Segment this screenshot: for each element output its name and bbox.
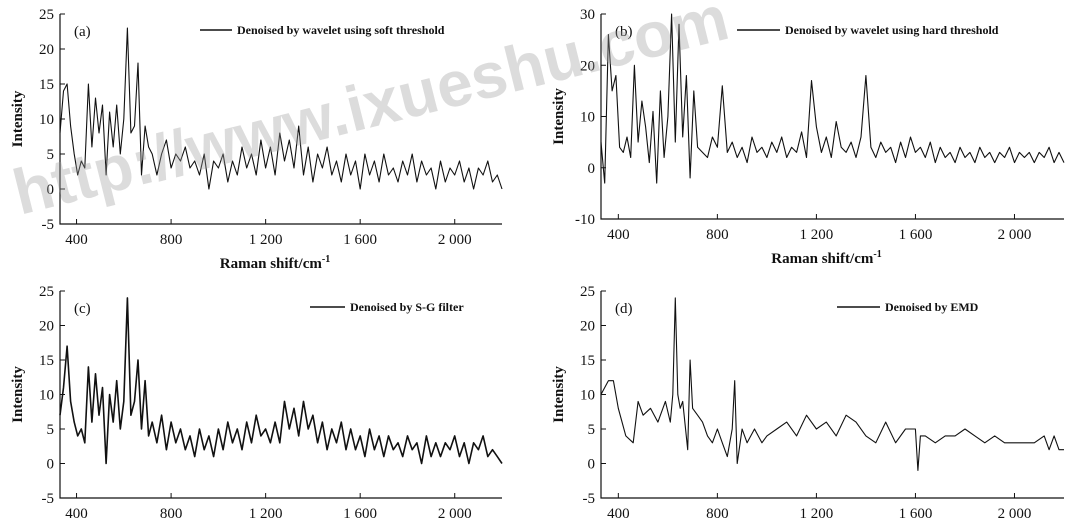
y-tick-label: 0 (588, 161, 596, 177)
x-tick-label: 2 000 (998, 227, 1032, 243)
series-line (600, 297, 1064, 471)
x-tick-label: 2 000 (998, 506, 1032, 522)
y-tick-label: 15 (39, 353, 54, 369)
chart-panel-1: -5 0 5 10 15 20 25 400 800 1 200 1 600 2 000 (a) Deno… (10, 7, 503, 272)
panel-label: (a) (74, 24, 91, 40)
x-tick-label: 1 600 (343, 232, 377, 248)
x-axis-label-sup: -1 (322, 254, 330, 265)
x-axis-label-text: Raman shift/cm (220, 256, 323, 272)
panel-label: (c) (74, 301, 91, 317)
x-tick-label: 800 (706, 506, 729, 522)
series-line (59, 297, 503, 465)
panel-label: (b) (615, 24, 633, 40)
y-tick-label: 15 (580, 353, 595, 369)
y-tick-label: 15 (39, 77, 54, 93)
y-tick-label: 25 (580, 284, 595, 300)
legend-label: Denoised by wavelet using hard threshold (785, 23, 999, 37)
x-axis-label-text: Raman shift/cm (771, 251, 874, 267)
x-tick-label: 1 600 (343, 506, 377, 522)
y-tick-label: -5 (42, 491, 55, 507)
series-line (600, 13, 1065, 184)
x-axis-label: Raman shift/cm-1 (220, 254, 330, 272)
y-tick-label: 0 (588, 457, 596, 473)
x-tick-label: 400 (65, 232, 88, 248)
x-tick-label: 400 (65, 506, 88, 522)
x-tick-label: 800 (160, 506, 183, 522)
y-tick-label: -5 (42, 217, 55, 233)
y-tick-label: 10 (39, 388, 54, 404)
y-tick-label: 20 (39, 42, 54, 58)
x-tick-label: 1 200 (800, 227, 834, 243)
y-tick-label: -10 (575, 212, 595, 228)
y-tick-label: -5 (583, 491, 596, 507)
x-tick-label: 2 000 (438, 506, 472, 522)
y-tick-label: 0 (47, 457, 55, 473)
legend-label: Denoised by EMD (885, 300, 979, 314)
y-tick-label: 10 (39, 112, 54, 128)
x-tick-label: 1 600 (899, 227, 933, 243)
chart-panel-3: -5 0 5 10 15 20 25 400 800 1 200 1 600 2 000 (c) Deno… (10, 284, 503, 522)
y-axis-label: Intensity (10, 366, 26, 423)
x-axis-label-sup: -1 (873, 249, 881, 260)
x-tick-label: 1 200 (249, 506, 283, 522)
y-axis-label: Intensity (551, 366, 567, 423)
x-tick-label: 1 600 (899, 506, 933, 522)
x-tick-label: 1 200 (800, 506, 834, 522)
y-tick-label: 10 (580, 388, 595, 404)
legend-label: Denoised by S-G filter (350, 300, 464, 314)
panel-label: (d) (615, 301, 633, 317)
y-tick-label: 25 (39, 7, 54, 23)
chart-panel-4: -5 0 5 10 15 20 25 400 800 1 200 1 600 2 000 (d) Deno… (551, 284, 1064, 522)
y-tick-label: 30 (580, 7, 595, 23)
x-tick-label: 400 (607, 506, 630, 522)
y-tick-label: 5 (588, 422, 596, 438)
y-tick-label: 20 (39, 319, 54, 335)
y-tick-label: 20 (580, 319, 595, 335)
x-axis-label: Raman shift/cm-1 (771, 249, 881, 267)
y-tick-label: 5 (47, 422, 55, 438)
y-tick-label: 20 (580, 58, 595, 74)
series-line (59, 27, 503, 190)
chart-panel-2: -10 0 10 20 30 400 800 1 200 1 600 2 000 (b) Denois… (551, 7, 1065, 267)
y-tick-label: 5 (47, 147, 55, 163)
x-tick-label: 400 (607, 227, 630, 243)
y-tick-label: 25 (39, 284, 54, 300)
x-tick-label: 800 (706, 227, 729, 243)
y-tick-label: 0 (47, 182, 55, 198)
x-tick-label: 2 000 (438, 232, 472, 248)
y-axis-label: Intensity (551, 88, 567, 145)
y-tick-label: 10 (580, 110, 595, 126)
x-tick-label: 1 200 (249, 232, 283, 248)
y-axis-label: Intensity (10, 90, 26, 147)
legend-label: Denoised by wavelet using soft threshold (237, 23, 445, 37)
x-tick-label: 800 (160, 232, 183, 248)
axis-frame (600, 291, 1064, 499)
